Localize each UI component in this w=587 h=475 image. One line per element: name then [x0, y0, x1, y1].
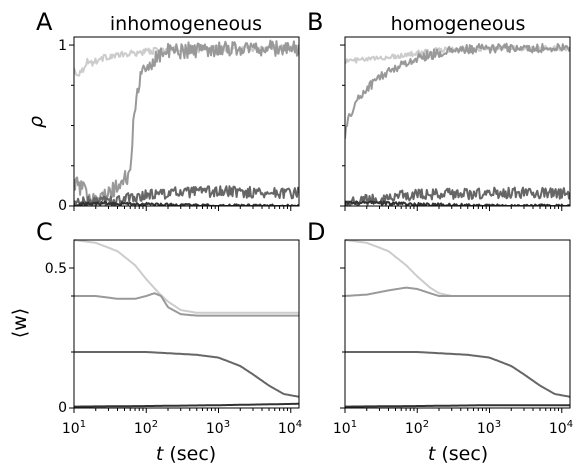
- series-line-a-2: [74, 39, 299, 205]
- x-tick-label-d-3: 103: [477, 419, 501, 437]
- y-axis-label-bottom: ⟨w⟩: [9, 308, 31, 338]
- plot-frame-d: [344, 239, 571, 409]
- panel-letter-a: A: [36, 8, 53, 36]
- series-line-c-4: [74, 402, 299, 408]
- x-axis-label-d: t (sec): [428, 443, 488, 465]
- y-axis-label-top: ρ: [25, 116, 47, 128]
- series-line-d-3: [345, 351, 570, 398]
- series-line-b-3: [345, 186, 570, 206]
- panel-title-b: homogeneous: [391, 13, 526, 35]
- series-line-c-2: [74, 292, 299, 317]
- plot-panel-a: [69, 36, 300, 211]
- series-line-a-4: [74, 200, 299, 206]
- x-tick-label-d-4: 104: [549, 419, 573, 437]
- y-tick-label-a-0: 0: [58, 198, 67, 214]
- y-tick-label-c-0: 0: [58, 400, 67, 416]
- series-line-d-1: [345, 239, 570, 297]
- series-line-b-2: [345, 42, 570, 140]
- plot-panel-c: [69, 239, 300, 413]
- plot-frame-c: [73, 239, 300, 409]
- plot-panel-b: [340, 36, 571, 211]
- panel-letter-c: C: [36, 218, 53, 246]
- panel-letter-d: D: [307, 218, 325, 246]
- x-tick-label-d-2: 102: [405, 419, 429, 437]
- x-tick-label-c-3: 103: [206, 419, 230, 437]
- x-tick-label-d-1: 101: [333, 419, 357, 437]
- series-line-c-3: [74, 351, 299, 398]
- y-tick-label-a-1: 1: [58, 38, 67, 54]
- x-tick-label-c-1: 101: [62, 419, 86, 437]
- panel-letter-b: B: [307, 8, 323, 36]
- series-line-d-2: [345, 286, 570, 297]
- plot-frame-b: [344, 36, 571, 207]
- series-line-b-4: [345, 200, 570, 206]
- y-tick-label-c-05: 0.5: [45, 261, 67, 277]
- x-axis-label-c: t (sec): [156, 443, 216, 465]
- x-tick-label-c-4: 104: [278, 419, 302, 437]
- plot-panel-d: [340, 239, 571, 413]
- x-tick-label-c-2: 102: [134, 419, 158, 437]
- series-line-c-1: [74, 239, 299, 314]
- plot-frame-a: [73, 36, 300, 207]
- panel-title-a: inhomogeneous: [110, 13, 262, 35]
- series-line-d-4: [345, 404, 570, 408]
